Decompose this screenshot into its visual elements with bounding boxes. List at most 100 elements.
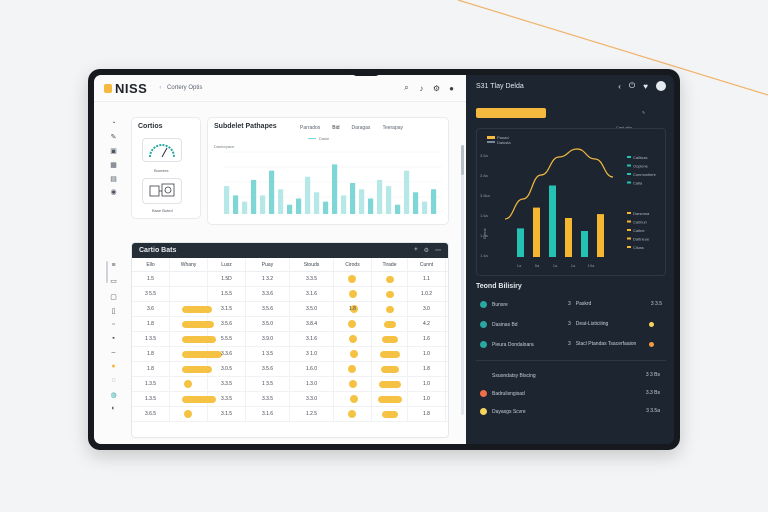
column-header[interactable]: Whany (170, 258, 208, 271)
edit-icon[interactable]: ✎ (642, 110, 646, 115)
column-header[interactable]: Puay (246, 258, 290, 271)
bar-2[interactable] (233, 195, 239, 214)
trend-line (504, 148, 614, 220)
stat-row[interactable]: Dasinas Bd (480, 321, 518, 328)
search-icon[interactable]: ⌕ (404, 83, 409, 92)
summary-row[interactable]: Dayasgs Scvre (480, 408, 526, 415)
bar-13[interactable] (332, 164, 338, 214)
bar-12[interactable] (323, 201, 329, 214)
bar-23[interactable] (422, 201, 428, 214)
table-row[interactable]: 1 3.5 5.5.5 3.9.0 3.1.6 1.6 (132, 332, 448, 347)
calendar-icon[interactable]: ▦ (110, 161, 117, 169)
shield-icon[interactable]: ◌ (111, 377, 116, 384)
column-header[interactable]: Stouds (290, 258, 334, 271)
bar-7[interactable] (278, 189, 284, 214)
stat-row[interactable]: Bunsre (480, 301, 508, 308)
image-icon[interactable]: ▣ (110, 147, 117, 155)
bar-10[interactable] (305, 176, 311, 214)
avatar[interactable] (656, 81, 666, 91)
bar-11[interactable] (314, 192, 320, 214)
bar-8[interactable] (287, 204, 293, 214)
sidebar-scrollbar[interactable] (106, 261, 108, 283)
bar-19[interactable] (386, 186, 392, 214)
combo-bar-3[interactable] (565, 218, 572, 257)
machine-widget[interactable] (142, 178, 182, 204)
combo-bar-5[interactable] (597, 214, 604, 257)
scroll-thumb[interactable] (461, 145, 464, 175)
summary-row[interactable]: Badrulisngisad (480, 390, 525, 397)
table-row[interactable]: 1.8 3.0.5 3.5.6 1.6.0 1.8 (132, 362, 448, 377)
bar-15[interactable] (350, 183, 356, 214)
bar-16[interactable] (359, 189, 365, 214)
gauge-widget[interactable] (142, 138, 182, 162)
mic-icon[interactable]: ♪ (419, 83, 424, 93)
column-header[interactable]: Tirade (372, 258, 408, 271)
gauge-icon[interactable]: ◔ (111, 120, 116, 127)
combo-bar-2[interactable] (549, 185, 556, 258)
table-row[interactable]: 1.5 1.5D 1 3.2 3.3.5 1.1 (132, 272, 448, 287)
chevron-left-icon[interactable]: ‹ (618, 81, 621, 91)
inbox-icon[interactable]: ▪ (112, 335, 115, 342)
chart-icon[interactable]: ▤ (110, 175, 117, 183)
help-icon[interactable]: ◐ (111, 405, 116, 412)
folder-icon[interactable]: ▢ (110, 293, 117, 301)
table-row[interactable]: 1.3.5 3.3.5 1 3.5 1.3.0 1.0 (132, 377, 448, 392)
tab-3[interactable]: Teerapay (382, 125, 404, 131)
table-row[interactable]: 3.6.5 3.1.5 3.1.6 1.2.5 1.8 (132, 407, 448, 422)
list-icon[interactable]: ≡ (111, 262, 116, 269)
settings-icon[interactable]: ⚙ (432, 83, 441, 93)
bar-6[interactable] (269, 170, 275, 214)
bar-24[interactable] (431, 189, 437, 214)
user-icon[interactable]: ● (449, 83, 454, 93)
settings-icon[interactable]: ◍ (110, 391, 117, 399)
bar-21[interactable] (404, 170, 410, 214)
bar-14[interactable] (341, 195, 347, 214)
tab-1[interactable]: Bid (332, 125, 340, 131)
legend-item: Calmun (633, 220, 647, 225)
bar-4[interactable] (251, 179, 257, 214)
heart-icon[interactable]: ♥ (643, 81, 648, 91)
chat-icon[interactable]: ◉ (110, 188, 117, 196)
combo-bar-0[interactable] (517, 228, 524, 257)
settings-icon[interactable]: ⚙ (423, 248, 429, 254)
summary-row[interactable]: Ssuondatsy Biscing (480, 372, 536, 379)
table-row[interactable]: 3.6 3.1.5 3.5.6 3.5.0 1.8 3.0 (132, 302, 448, 317)
bar-17[interactable] (368, 198, 374, 215)
main-scrollbar[interactable] (461, 145, 464, 415)
table-row[interactable]: 1.8 3.3.6 1 3.5 3 1.0 1.0 (132, 347, 448, 362)
power-icon[interactable]: ⏻ (628, 81, 636, 90)
bar-1[interactable] (224, 186, 230, 214)
column-header[interactable]: Cunnt (408, 258, 446, 271)
note-icon[interactable]: ▫ (112, 321, 115, 328)
bar-20[interactable] (395, 204, 401, 214)
column-header[interactable]: Ello (132, 258, 170, 271)
more-icon[interactable]: ⋯ (435, 248, 441, 254)
primary-button[interactable] (476, 108, 546, 118)
sun-icon[interactable]: ● (111, 363, 116, 370)
bar-22[interactable] (413, 192, 419, 214)
data-table: Cartio Bats + ⚙ ⋯ Ello Whany Lusz Puay Stoud… (131, 242, 449, 438)
tab-0[interactable]: Parrados (300, 125, 321, 131)
bar-5[interactable] (260, 195, 266, 214)
add-icon[interactable]: + (414, 247, 418, 253)
bar-18[interactable] (377, 179, 383, 214)
gauge-label: Bunnies (154, 168, 169, 173)
bar-3[interactable] (242, 201, 248, 214)
column-header[interactable]: Lusz (208, 258, 246, 271)
stat-row[interactable]: Pieura Dondaloara (480, 341, 534, 348)
breadcrumb[interactable]: ‹ Cortery Optis (159, 85, 202, 91)
table-row[interactable]: 1.3.5 3.3.5 3.3.5 3.3.0 1.0 (132, 392, 448, 407)
table-row[interactable]: 3 5.5 1.5.5 3.3.6 3.1.6 1.0.2 (132, 287, 448, 302)
table-row[interactable]: 1.8 3.5.6 3.5.0 3.8.4 4.2 (132, 317, 448, 332)
column-header[interactable]: Cirods (334, 258, 372, 271)
tab-2[interactable]: Daragas (351, 125, 371, 131)
cell-text: 1.3.0 (305, 381, 318, 387)
document-icon[interactable]: ▭ (110, 277, 117, 285)
file-icon[interactable]: ▯ (111, 307, 116, 315)
menu-icon[interactable]: – (111, 349, 116, 356)
chevron-left-icon[interactable]: ‹ (159, 85, 162, 91)
combo-bar-1[interactable] (533, 207, 540, 257)
bar-9[interactable] (296, 198, 302, 215)
pen-icon[interactable]: ✎ (110, 133, 117, 141)
combo-bar-4[interactable] (581, 231, 588, 257)
